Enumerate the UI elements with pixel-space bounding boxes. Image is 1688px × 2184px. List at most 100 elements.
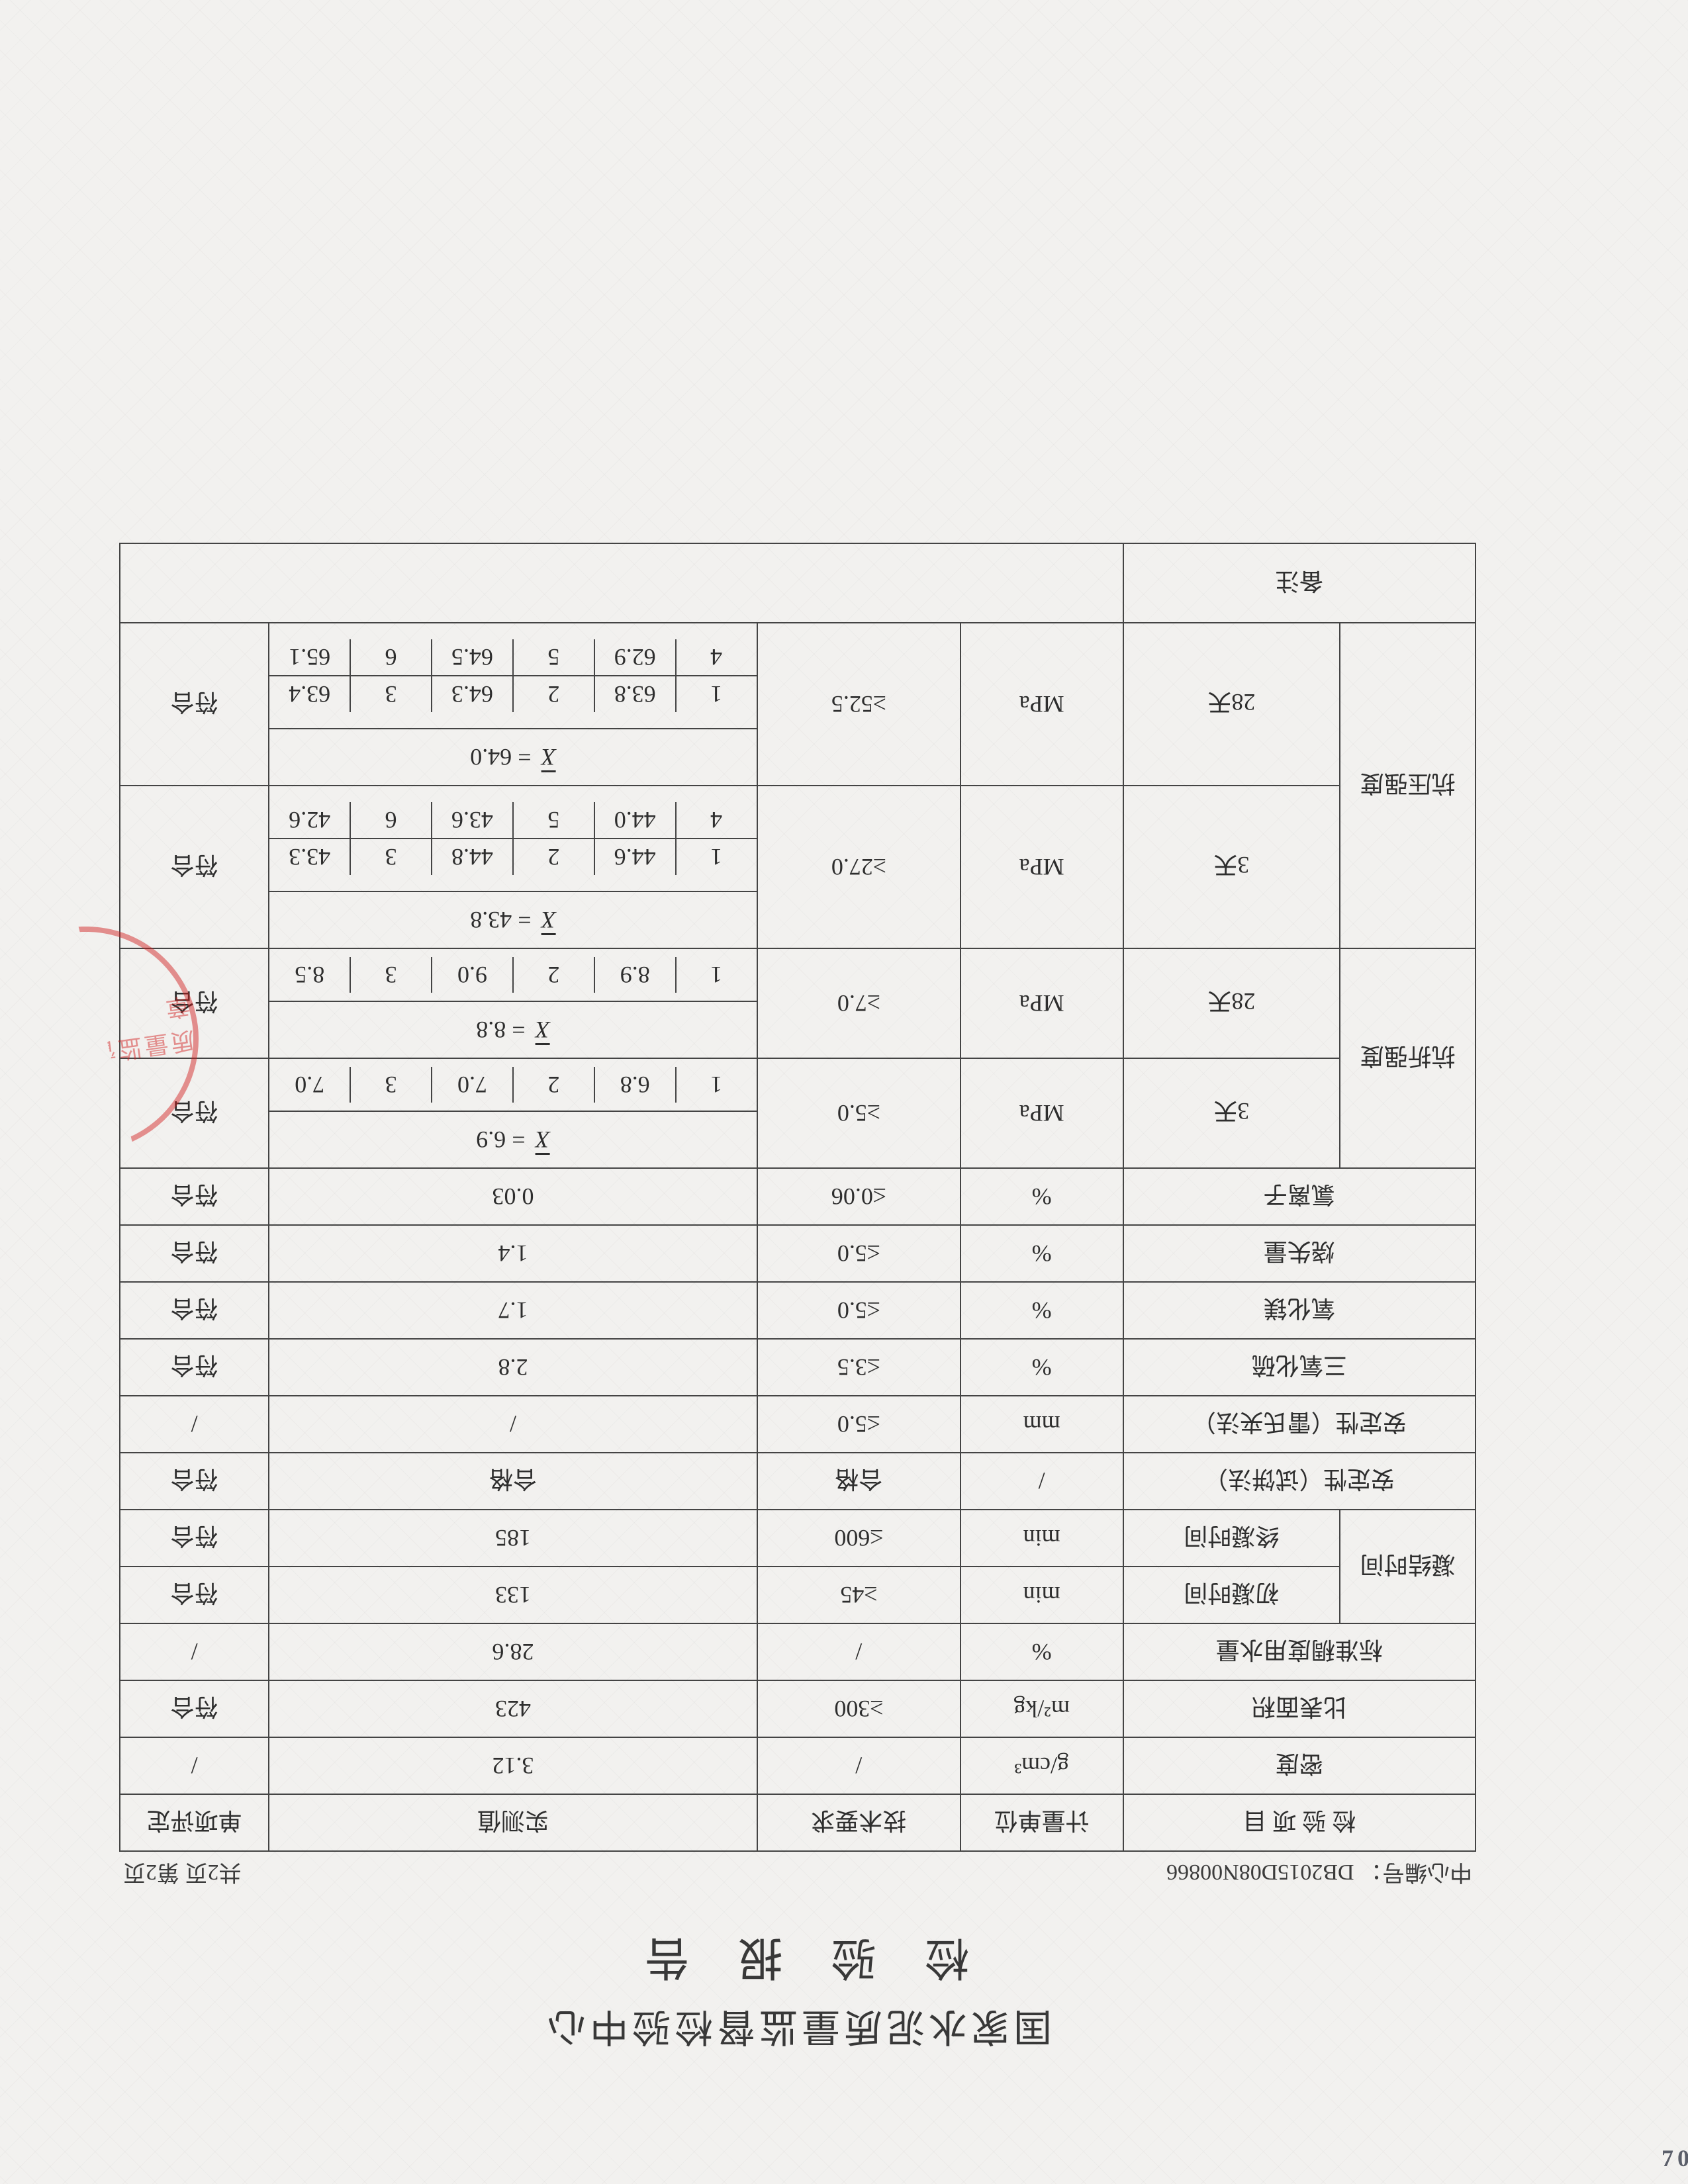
item-cell: 密度 <box>1123 1737 1476 1794</box>
val-cell: / <box>269 1396 757 1453</box>
table-row: 三氧化硫%≤3.52.8符合 <box>120 1339 1476 1396</box>
eval-cell: 符合 <box>120 1567 269 1623</box>
item-cell: 氧化镁 <box>1123 1282 1476 1339</box>
table-header-row: 检 验 项 目 计量单位 技术要求 实测值 单项评定 <box>120 1794 1476 1851</box>
table-row: 氯离子%≤0.060.03符合 <box>120 1168 1476 1225</box>
req-cell: ≥5.0 <box>757 1058 961 1168</box>
val-cell: 423 <box>269 1680 757 1737</box>
group-label: 凝结时间 <box>1340 1510 1476 1623</box>
measure-cell: 3 <box>350 676 431 712</box>
eval-cell: 符合 <box>120 1168 269 1225</box>
measurements-cell: 144.6244.8343.3444.0543.6642.6 <box>269 786 757 891</box>
age-cell: 3天 <box>1123 786 1340 948</box>
eval-cell: 符合 <box>120 1339 269 1396</box>
eval-cell: 符合 <box>120 1225 269 1282</box>
req-cell: ≥27.0 <box>757 786 961 948</box>
val-cell: 1.7 <box>269 1282 757 1339</box>
avg-cell: X = 8.8 <box>269 1001 757 1058</box>
measurements-cell: 163.8264.3363.4462.9564.5665.1 <box>269 623 757 729</box>
item-cell: 安定性（试饼法） <box>1123 1453 1476 1510</box>
table-row: 密度g/cm³/3.12/ <box>120 1737 1476 1794</box>
measure-cell: 4 <box>675 802 757 839</box>
measure-cell: 7.0 <box>269 1067 350 1103</box>
measure-cell: 2 <box>512 1067 594 1103</box>
unit-cell: MPa <box>961 948 1123 1058</box>
unit-cell: / <box>961 1453 1123 1510</box>
strength-avg-row: 28天MPa≥52.5X = 64.0符合 <box>120 729 1476 786</box>
item-cell: 安定性（雷氏夹法） <box>1123 1396 1476 1453</box>
measure-cell: 1 <box>675 957 757 993</box>
col-req: 技术要求 <box>757 1794 961 1851</box>
req-cell: / <box>757 1737 961 1794</box>
measure-cell: 64.5 <box>431 639 512 676</box>
avg-cell: X = 43.8 <box>269 891 757 948</box>
measurements-cell: 16.827.037.0 <box>269 1058 757 1111</box>
unit-cell: MPa <box>961 623 1123 786</box>
strength-label: 抗折强度 <box>1340 948 1476 1168</box>
eval-cell: / <box>120 1623 269 1680</box>
measure-cell: 3 <box>350 1067 431 1103</box>
notes-row: 备注 <box>120 543 1476 623</box>
measure-cell: 8.5 <box>269 957 350 993</box>
item-cell: 标准稠度用水量 <box>1123 1623 1476 1680</box>
req-cell: / <box>757 1623 961 1680</box>
code-label: 中心编号： <box>1360 1860 1472 1884</box>
table-row: 烧失量%≤5.01.4符合 <box>120 1225 1476 1282</box>
unit-cell: mm <box>961 1396 1123 1453</box>
eval-cell: / <box>120 1396 269 1453</box>
measure-cell: 8.9 <box>594 957 675 993</box>
val-cell: 1.4 <box>269 1225 757 1282</box>
item-cell: 烧失量 <box>1123 1225 1476 1282</box>
table-row: 凝结时间初凝时间min≥45133符合 <box>120 1567 1476 1623</box>
measure-cell: 62.9 <box>594 639 675 676</box>
eval-cell: 符合 <box>120 1680 269 1737</box>
val-cell: 185 <box>269 1510 757 1567</box>
req-cell: ≥52.5 <box>757 623 961 786</box>
req-cell: ≤600 <box>757 1510 961 1567</box>
measure-cell: 3 <box>350 957 431 993</box>
report-heading: 检 验 报 告 <box>119 1929 1476 1995</box>
measure-cell: 9.0 <box>431 957 512 993</box>
strength-avg-row: 抗压强度3天MPa≥27.0X = 43.8符合 <box>120 891 1476 948</box>
measure-cell: 43.3 <box>269 839 350 875</box>
age-cell: 28天 <box>1123 623 1340 786</box>
measure-cell: 44.0 <box>594 802 675 839</box>
measure-cell: 4 <box>675 639 757 676</box>
subitem-cell: 终凝时间 <box>1123 1510 1340 1567</box>
meta-row: 中心编号： DB2015D08N00866 共2页 第2页 <box>123 1858 1472 1891</box>
measure-cell: 1 <box>675 1067 757 1103</box>
measure-cell: 7.0 <box>431 1067 512 1103</box>
age-cell: 28天 <box>1123 948 1340 1058</box>
unit-cell: % <box>961 1623 1123 1680</box>
eval-cell: 符合 <box>120 786 269 948</box>
unit-cell: % <box>961 1282 1123 1339</box>
val-cell: 2.8 <box>269 1339 757 1396</box>
age-cell: 3天 <box>1123 1058 1340 1168</box>
strength-avg-row: 抗折强度3天MPa≥5.0X = 6.9符合 <box>120 1111 1476 1168</box>
avg-cell: X = 6.9 <box>269 1111 757 1168</box>
pagination: 共2页 第2页 <box>123 1858 242 1891</box>
measure-cell: 44.6 <box>594 839 675 875</box>
measure-cell: 5 <box>512 802 594 839</box>
results-table: 检 验 项 目 计量单位 技术要求 实测值 单项评定 密度g/cm³/3.12/… <box>119 543 1476 1852</box>
measure-cell: 6 <box>350 639 431 676</box>
val-cell: 28.6 <box>269 1623 757 1680</box>
table-row: 终凝时间min≤600185符合 <box>120 1510 1476 1567</box>
unit-cell: MPa <box>961 1058 1123 1168</box>
seal-text: 质量监督检验专用章 <box>0 990 197 1088</box>
table-row: 安定性（试饼法）/合格合格符合 <box>120 1453 1476 1510</box>
avg-cell: X = 64.0 <box>269 729 757 786</box>
subitem-cell: 初凝时间 <box>1123 1567 1340 1623</box>
req-cell: ≤5.0 <box>757 1396 961 1453</box>
col-val: 实测值 <box>269 1794 757 1851</box>
measure-cell: 63.4 <box>269 676 350 712</box>
unit-cell: g/cm³ <box>961 1737 1123 1794</box>
req-cell: ≤5.0 <box>757 1282 961 1339</box>
unit-cell: % <box>961 1339 1123 1396</box>
col-eval: 单项评定 <box>120 1794 269 1851</box>
measure-cell: 6.8 <box>594 1067 675 1103</box>
measure-cell: 63.8 <box>594 676 675 712</box>
col-item: 检 验 项 目 <box>1123 1794 1476 1851</box>
eval-cell: 符合 <box>120 1453 269 1510</box>
table-row: 安定性（雷氏夹法）mm≤5.0// <box>120 1396 1476 1453</box>
